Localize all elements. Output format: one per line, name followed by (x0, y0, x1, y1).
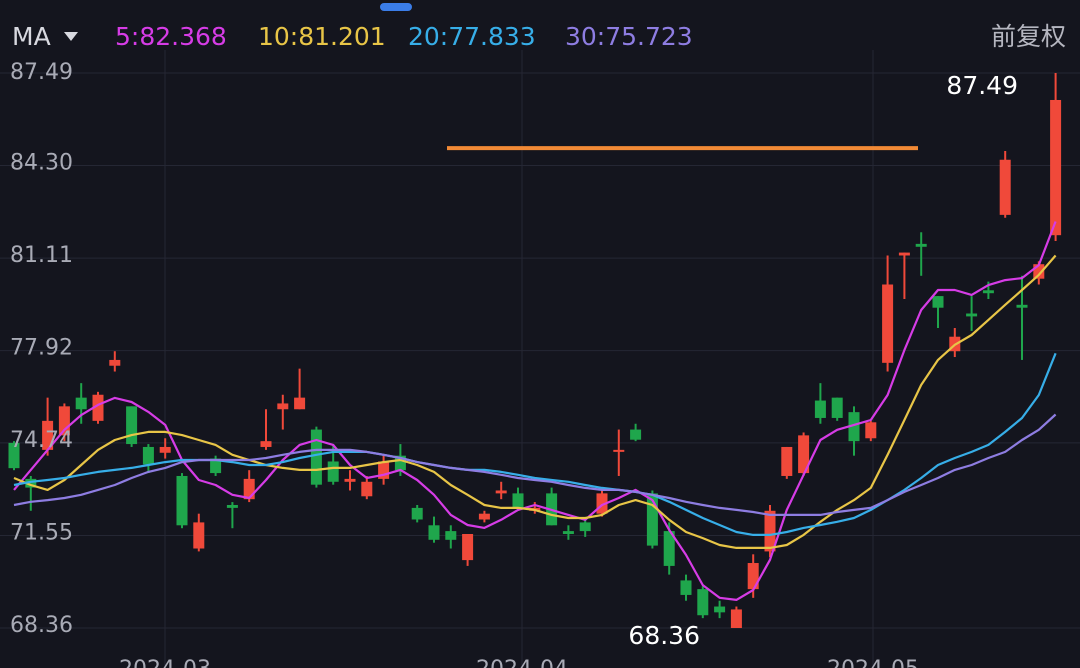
y-tick-label: 74.74 (10, 428, 73, 453)
dropdown-arrow[interactable] (64, 32, 78, 41)
candle-body (999, 159, 1011, 215)
candle-body (781, 446, 793, 476)
candle-body (680, 580, 692, 595)
candle-body (8, 442, 20, 469)
candle-body (747, 563, 759, 590)
candle-body (1033, 264, 1045, 279)
candle-body (243, 478, 255, 500)
candle-body (966, 313, 978, 317)
candle-body (226, 504, 238, 508)
y-tick-label: 87.49 (10, 60, 73, 85)
candle-body (25, 478, 37, 488)
candle-body (277, 403, 289, 410)
y-tick-label: 68.36 (10, 613, 73, 638)
candle-body (58, 406, 70, 436)
candle-body (697, 589, 709, 616)
candle-body (764, 510, 776, 552)
candle-body (478, 513, 490, 520)
ma-line (13, 221, 1057, 601)
y-tick-label: 81.11 (10, 243, 73, 268)
labels: 87.49 84.30 81.11 77.92 74.74 71.55 68.36 2024-… (10, 22, 1018, 668)
x-tick-label: 2024-04 (476, 657, 568, 668)
legend-name: 20: (408, 22, 448, 51)
plot-area (8, 73, 1062, 628)
candle-body (361, 481, 373, 497)
candle-body (75, 397, 87, 410)
legend-entry: 10:81.201 (258, 22, 386, 51)
ma-line (13, 254, 1057, 549)
indicator-selector[interactable]: MA (12, 22, 51, 51)
candle-body (596, 493, 608, 514)
candle-body (865, 422, 877, 439)
candle-body (882, 284, 894, 363)
max-label: 87.49 (946, 71, 1018, 100)
candle-body (663, 531, 675, 566)
x-tick-label: 2024-03 (119, 657, 211, 668)
candle-body (495, 490, 507, 494)
candle-body (294, 397, 306, 410)
legend-entry: 5:82.368 (115, 22, 227, 51)
candle-body (1016, 304, 1028, 308)
legend-entry: 30:75.723 (565, 22, 693, 51)
candle-body (109, 359, 121, 366)
legend-value: 82.368 (139, 22, 226, 51)
candle-body (193, 522, 205, 549)
candle-body (327, 461, 339, 482)
candle-body (310, 429, 322, 485)
candle-body (210, 458, 222, 474)
candle-body (646, 493, 658, 546)
candle-body (394, 455, 406, 471)
candle-body (142, 446, 154, 465)
candle-body (260, 441, 272, 447)
candle-body (42, 420, 54, 450)
y-tick-label: 77.92 (10, 336, 73, 361)
candle-body (932, 296, 944, 308)
candle-body (814, 400, 826, 418)
candle-body (378, 461, 390, 479)
candle-body (1050, 99, 1062, 236)
candle-body (462, 534, 474, 561)
candle-body (915, 243, 927, 247)
candle-body (428, 525, 440, 540)
adjust-mode[interactable]: 前复权 (991, 22, 1066, 51)
legend-value: 75.723 (605, 22, 692, 51)
min-label: 68.36 (628, 621, 700, 650)
x-tick-label: 2024-05 (827, 657, 919, 668)
ma-line (13, 413, 1057, 516)
legend-name: 5: (115, 22, 139, 51)
candle-body (613, 449, 625, 452)
legend-value: 77.833 (448, 22, 535, 51)
candle-body (562, 531, 574, 535)
y-tick-label: 71.55 (10, 520, 73, 545)
candle-body (714, 606, 726, 613)
candle-body (176, 475, 188, 526)
candle-body (898, 252, 910, 256)
candle-body (848, 412, 860, 442)
candle-body (92, 394, 104, 421)
legend-name: 30: (565, 22, 605, 51)
candle-body (126, 406, 138, 445)
grid (0, 50, 1080, 668)
candle-body (512, 493, 524, 508)
candle-body (579, 522, 591, 532)
candle-body (411, 507, 423, 520)
candle-body (445, 531, 457, 540)
legend-value: 81.201 (298, 22, 385, 51)
candle-body (982, 290, 994, 294)
drag-handle[interactable] (380, 3, 412, 11)
candle-body (159, 446, 171, 453)
candle-body (798, 435, 810, 474)
legend-entry: 20:77.833 (408, 22, 536, 51)
candle-body (630, 429, 642, 440)
candle-body (344, 478, 356, 482)
y-tick-label: 84.30 (10, 151, 73, 176)
candle-body (831, 397, 843, 418)
legend-name: 10: (258, 22, 298, 51)
candle-body (730, 609, 742, 628)
